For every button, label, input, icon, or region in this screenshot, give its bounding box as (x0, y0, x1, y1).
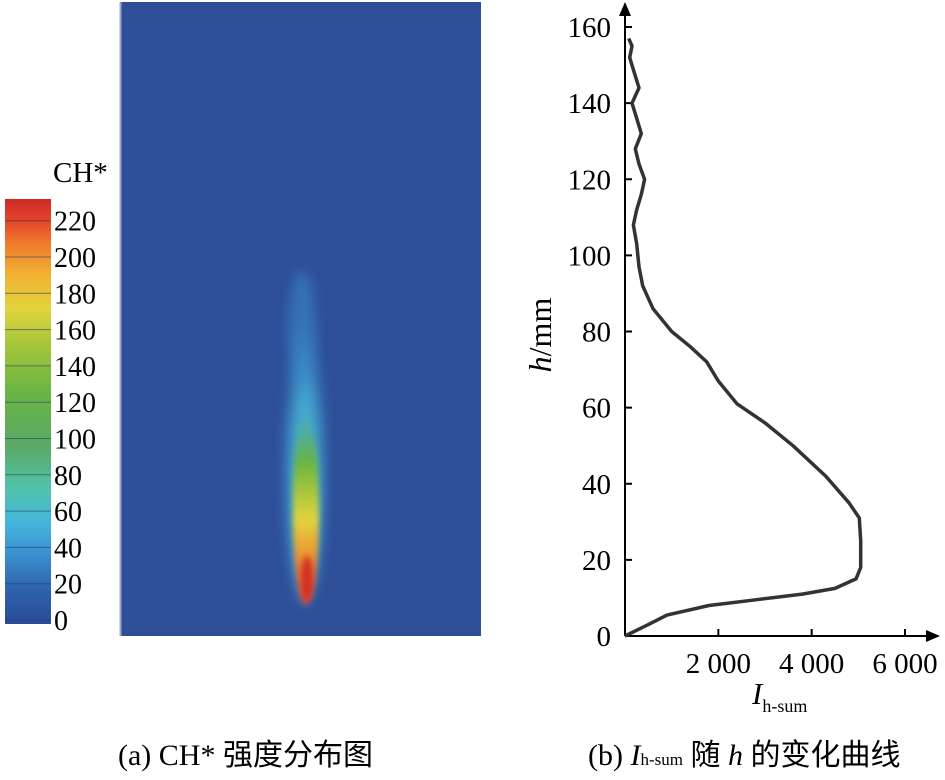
colorbar-tick-lines (5, 220, 51, 621)
colorbar-tick-label: 220 (54, 207, 96, 238)
colorbar-tick-label: 140 (54, 352, 96, 383)
colorbar-tick-label: 160 (54, 316, 96, 347)
colorbar-tick-labels: 0 20 40 60 80 100 120 140 160 180 200 220 (54, 207, 96, 637)
y-tick-label: 100 (568, 240, 612, 272)
y-tick-label: 60 (582, 393, 611, 425)
colorbar-tick-label: 100 (54, 425, 96, 456)
colorbar-tick-label: 120 (54, 388, 96, 419)
caption-b-suffix: 的变化曲线 (742, 739, 901, 772)
y-tick-label: 40 (582, 469, 611, 501)
x-tick-label: 6 000 (872, 648, 937, 680)
caption-b-mid: 随 (682, 739, 728, 772)
y-tick-label: 0 (597, 621, 612, 653)
caption-b-h: h (727, 739, 743, 772)
y-axis-label: h/mm (522, 298, 558, 373)
y-tick-label: 80 (582, 317, 611, 349)
y-axis-arrow (619, 2, 631, 16)
y-tick-label: 140 (568, 88, 612, 120)
y-tick-label: 20 (582, 545, 611, 577)
series-line (624, 37, 863, 638)
caption-b-prefix: (b) (588, 739, 631, 772)
x-axis-label: Ih-sum (751, 676, 807, 716)
colorbar-tick-label: 200 (54, 243, 96, 274)
colorbar-tick-label: 40 (54, 533, 82, 564)
x-axis-ticks: 2 000 4 000 6 000 (686, 629, 938, 680)
caption-a: (a) CH* 强度分布图 (118, 739, 373, 772)
colorbar-tick-label: 180 (54, 279, 96, 310)
flame-hotspot (301, 556, 313, 600)
line-chart: 0 20 40 60 80 100 120 140 160 2 000 4 000 6 000 h/… (522, 2, 940, 716)
x-tick-label: 2 000 (686, 648, 751, 680)
colorbar-tick-label: 80 (54, 461, 82, 492)
x-tick-label: 4 000 (779, 648, 844, 680)
colorbar-tick-label: 60 (54, 497, 82, 528)
caption-b-var: I (630, 739, 641, 772)
y-tick-label: 160 (568, 12, 612, 44)
y-axis-ticks: 0 20 40 60 80 100 120 140 160 (568, 12, 632, 653)
intensity-map (119, 2, 481, 636)
chart-axes (619, 2, 940, 642)
colorbar-tick-label: 0 (54, 606, 68, 637)
flame-core (293, 415, 319, 605)
caption-b: (b) Ih-sum 随 h 的变化曲线 (588, 730, 900, 774)
colorbar: CH* 0 20 40 60 80 100 120 140 160 180 200 220 (5, 157, 108, 637)
colorbar-tick-label: 20 (54, 570, 82, 601)
flame-plume-top (288, 270, 316, 390)
colorbar-title: CH* (53, 157, 108, 189)
y-tick-label: 120 (568, 164, 612, 196)
caption-b-sub: h-sum (640, 750, 683, 769)
x-axis-arrow (926, 630, 940, 642)
colorbar-gradient (5, 199, 51, 624)
